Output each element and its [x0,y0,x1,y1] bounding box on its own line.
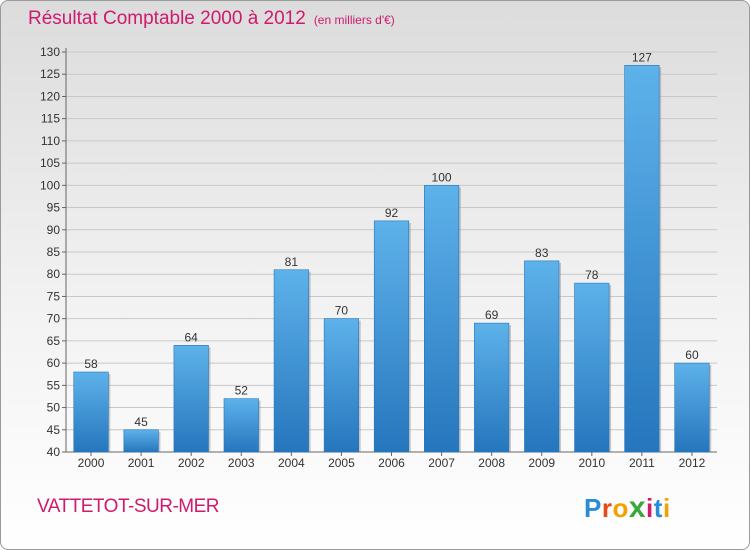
data-label: 127 [632,50,652,64]
data-label: 45 [134,415,148,429]
bar [373,220,410,453]
x-tick-label: 2012 [679,456,706,470]
x-tick-label: 2000 [78,456,105,470]
x-tick-label: 2009 [528,456,555,470]
y-tick-label: 95 [47,201,61,215]
bar [173,345,209,453]
data-label: 100 [432,170,452,184]
data-label: 92 [385,206,399,220]
y-tick-label: 80 [47,267,61,281]
logo-letter: o [612,493,629,523]
y-tick-label: 115 [41,112,60,126]
y-tick-label: 125 [40,67,60,81]
y-tick-label: 70 [47,312,61,326]
logo-letter: i [662,493,671,523]
x-tick-label: 2003 [228,456,255,470]
data-label: 83 [535,246,549,260]
bar [574,282,610,453]
bar [424,185,460,453]
data-label: 64 [185,330,199,344]
axes: 40 45 50 55 60 65 70 75 80 85 90 95 100 105 110 115 120 1… [40,45,717,470]
bars [73,65,712,453]
bar [624,65,660,453]
x-tick-label: 2006 [378,456,405,470]
bar [323,318,359,453]
logo-letter: x [628,491,647,524]
y-tick-label: 120 [40,89,60,103]
bar-chart: 40 45 50 55 60 65 70 75 80 85 90 95 100 105 110 115 120 1… [40,45,717,470]
place-name: VATTETOT-SUR-MER [37,496,220,517]
x-tick-label: 2001 [128,456,155,470]
chart-subtitle: (en milliers d'€) [313,13,395,27]
bar [273,269,309,453]
x-tick-label: 2004 [278,456,305,470]
data-label: 60 [685,348,699,362]
y-tick-label: 45 [47,423,61,437]
x-tick-label: 2005 [328,456,355,470]
logo-letter: P [584,493,602,523]
x-tick-label: 2002 [178,456,205,470]
y-tick-label: 60 [47,356,61,370]
bar [474,322,510,453]
x-tick-label: 2010 [578,456,605,470]
data-label: 81 [285,255,299,269]
logo-letter: i [646,493,654,523]
bar [223,398,259,453]
bar [674,362,710,453]
chart-title-block: Résultat Comptable 2000 à 2012 (en millie… [28,8,395,30]
chart-title: Résultat Comptable 2000 à 2012 [28,8,306,29]
y-tick-label: 110 [41,134,60,148]
y-tick-label: 130 [40,45,60,59]
y-tick-label: 50 [47,401,61,415]
y-tick-label: 105 [40,156,60,170]
data-label: 69 [485,308,499,322]
y-tick-label: 65 [47,334,61,348]
data-label: 78 [585,268,599,282]
data-label: 70 [335,304,349,318]
logo-letter: t [653,493,663,523]
y-tick-label: 55 [47,378,61,392]
data-labels: 58 45 64 52 81 70 92 100 69 83 78 127 60 [84,50,699,428]
logo-letter: r [601,493,613,523]
y-tick-label: 100 [40,178,60,192]
y-tick-label: 85 [47,245,61,259]
x-tick-label: 2011 [629,456,655,470]
x-tick-label: 2008 [478,456,505,470]
y-tick-label: 90 [47,223,61,237]
data-label: 52 [235,384,249,398]
bar [73,371,109,453]
y-tick-label: 75 [47,289,61,303]
x-tick-label: 2007 [428,456,455,470]
data-label: 58 [84,357,98,371]
proxiti-logo[interactable]: Proxiti [584,491,671,525]
y-tick-label: 40 [47,445,61,459]
bar [524,260,560,453]
bar [123,429,159,453]
